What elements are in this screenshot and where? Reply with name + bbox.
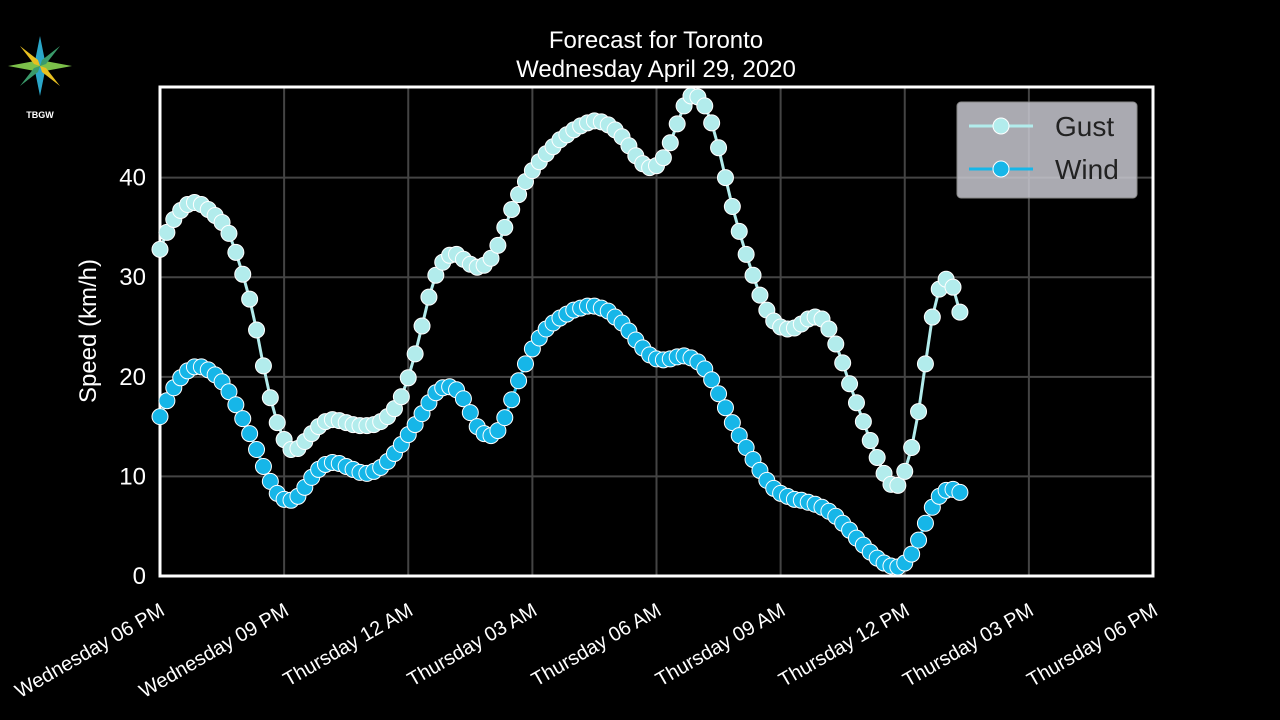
data-point [827,335,845,353]
data-point [254,357,272,375]
data-point [234,410,252,428]
plot-frame [158,85,1155,578]
legend-marker [992,117,1010,135]
data-point [696,97,714,115]
data-point [510,372,528,390]
chart-subtitle: Wednesday April 29, 2020 [516,56,796,83]
logo-text: TBGW [26,110,54,120]
data-point [916,514,934,532]
data-point [916,355,934,373]
data-point [703,371,721,389]
data-point [489,236,507,254]
data-point [248,321,266,339]
data-point [254,457,272,475]
data-point [668,115,686,133]
data-point [496,409,514,427]
data-point [227,243,245,261]
data-point [723,198,741,216]
data-point [847,394,865,412]
data-point [861,432,879,450]
data-point [834,354,852,372]
chart-title: Forecast for Toronto [549,27,763,54]
data-point [399,369,417,387]
data-point [854,413,872,431]
data-point [420,288,438,306]
y-tick-label: 40 [119,165,146,192]
data-point [654,149,672,167]
legend-marker [992,160,1010,178]
data-point [716,169,734,187]
y-axis-label: Speed (km/h) [75,259,102,403]
data-point [406,345,424,363]
data-point [227,396,245,414]
data-point [234,265,252,283]
data-point [910,403,928,421]
data-point [730,222,748,240]
y-tick-label: 10 [119,463,146,490]
logo-icon [8,36,72,96]
data-point [944,278,962,296]
data-point [896,462,914,480]
data-point [737,245,755,263]
y-tick-label: 20 [119,364,146,391]
data-point [241,425,259,443]
data-point [392,388,410,406]
data-point [261,389,279,407]
data-point [220,224,238,242]
data-point [951,303,969,321]
data-point [661,134,679,152]
data-point [910,531,928,549]
data-point [151,408,169,426]
data-point [516,355,534,373]
data-point [951,483,969,501]
data-point [268,414,286,432]
data-point [716,399,734,417]
legend-label: Gust [1055,111,1114,142]
data-point [496,218,514,236]
data-point [454,390,472,408]
data-point [710,139,728,157]
data-point [151,240,169,258]
data-point [248,441,266,459]
data-point [710,385,728,403]
data-point [820,320,838,338]
y-tick-label: 30 [119,264,146,291]
data-point [703,114,721,132]
data-point [241,290,259,308]
data-point [889,476,907,494]
data-point [744,266,762,284]
data-point [841,375,859,393]
data-point [503,200,521,218]
data-point [503,391,521,409]
data-point [868,448,886,466]
y-tick-label: 0 [133,563,146,590]
data-point [461,404,479,422]
legend-label: Wind [1055,154,1119,185]
data-point [751,286,769,304]
data-point [903,439,921,457]
data-point [923,308,941,326]
data-point [903,545,921,563]
data-point [413,317,431,335]
